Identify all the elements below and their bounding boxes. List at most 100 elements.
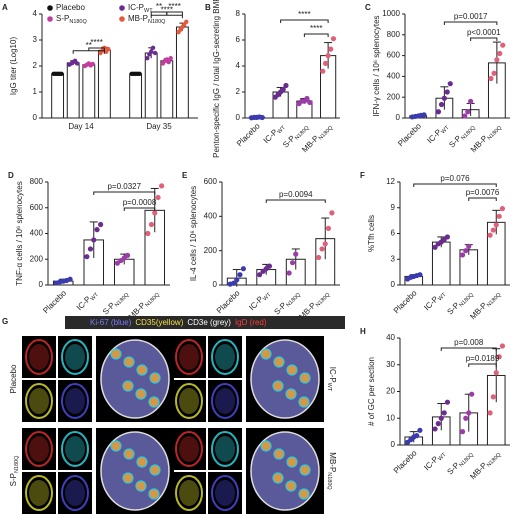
group-label: MB-PN180Q: [326, 452, 337, 490]
x-tick-label-main: Placebo: [392, 448, 419, 475]
germinal-center: [286, 364, 298, 376]
data-point: [322, 241, 328, 247]
x-tick-label-main: Placebo: [396, 121, 423, 148]
y-tick-label: 4: [33, 9, 38, 18]
y-axis-label: IL-4 cells / 10⁶ splenocytes: [189, 186, 198, 281]
tissue: [211, 339, 239, 375]
legend-label: Placebo: [56, 3, 85, 12]
bar: [144, 52, 158, 119]
group-label-sub: WT: [326, 383, 332, 392]
tissue-fill: [29, 436, 49, 462]
image-tile: [22, 336, 56, 378]
data-point: [463, 248, 469, 254]
x-tick-label-sub: N180Q: [486, 292, 503, 309]
legend-label-sub: N180Q: [69, 19, 87, 25]
legend-marker: [47, 16, 53, 22]
group-label-main: IC-P: [328, 367, 337, 383]
image-tile: [208, 428, 242, 470]
data-point: [497, 50, 503, 57]
sig-label: ****: [168, 2, 180, 11]
image-tile: [58, 472, 92, 514]
data-point: [90, 61, 95, 67]
y-tick-label: 10: [386, 413, 395, 422]
sig-label: ****: [298, 10, 310, 19]
panel-letter: D: [8, 171, 14, 180]
legend-marker: [119, 16, 125, 22]
germinal-center: [272, 472, 284, 484]
tissue: [61, 475, 89, 511]
data-point: [468, 98, 474, 104]
tissue: [175, 383, 203, 419]
data-point: [447, 81, 453, 87]
sig-bracket: [468, 363, 497, 367]
x-tick-label: Day 14: [68, 122, 94, 131]
panel-letter: G: [2, 317, 8, 326]
data-point: [155, 194, 161, 201]
data-point: [74, 61, 80, 66]
data-point: [266, 263, 273, 269]
data-point: [257, 272, 263, 278]
tissue: [211, 383, 239, 419]
y-axis-label: IFN-γ cells / 10⁶ splenocytes: [372, 15, 381, 116]
data-point: [441, 410, 447, 416]
bar: [129, 73, 143, 119]
group-label-main: S-P: [9, 473, 18, 486]
x-tick-label: Placebo: [215, 288, 242, 315]
data-point: [148, 221, 155, 228]
data-point: [320, 68, 326, 74]
legend-label-sub: N180Q: [148, 19, 166, 25]
sig-bracket: [440, 347, 497, 351]
tissue-fill: [29, 388, 49, 414]
data-point: [240, 266, 246, 272]
data-point: [441, 95, 447, 101]
sig-bracket: [265, 199, 326, 203]
y-tick-label: 12: [386, 177, 395, 186]
data-point: [289, 260, 296, 266]
data-point: [493, 222, 499, 228]
image-tile: [208, 380, 242, 422]
x-tick-label: IC-PWT: [422, 448, 448, 474]
y-tick-label: 400: [30, 229, 44, 238]
data-point: [438, 415, 444, 421]
germinal-center: [110, 348, 122, 360]
data-point: [145, 56, 150, 61]
y-tick-label: 3: [391, 254, 396, 263]
sig-bracket: [443, 21, 498, 25]
y-tick-label: 1000: [382, 9, 400, 18]
x-tick-label: IC-PWT: [75, 288, 101, 314]
germinal-center: [298, 396, 310, 408]
y-tick-label: 400: [387, 72, 401, 81]
data-point: [280, 86, 286, 92]
tissue: [175, 431, 203, 467]
y-tick-label: 0: [236, 113, 241, 122]
y-tick-label: 0: [213, 280, 218, 289]
y-tick-label: 6: [236, 35, 241, 44]
data-point: [421, 112, 427, 118]
legend-label: IC-PWT: [128, 3, 153, 14]
stain-bar: [65, 316, 345, 329]
tissue-fill: [29, 480, 49, 506]
tissue: [175, 339, 203, 375]
x-tick-label-sub: WT: [438, 452, 449, 463]
image-tile: [172, 380, 206, 422]
tissue-fill: [215, 480, 235, 506]
image-tile: [58, 336, 92, 378]
data-point: [149, 49, 154, 54]
stain-label: Ki-67 (blue): [90, 318, 132, 327]
panel-letter: F: [360, 171, 365, 180]
data-point: [496, 354, 502, 360]
data-point: [168, 56, 173, 61]
data-point: [145, 230, 151, 237]
data-point: [67, 276, 73, 282]
y-tick-label: 1: [33, 87, 38, 96]
tissue-fill: [29, 344, 49, 370]
data-point: [307, 99, 313, 105]
sig-label: p=0.076: [440, 174, 470, 183]
germinal-center: [123, 356, 135, 368]
y-tick-label: 9: [391, 203, 396, 212]
data-point: [259, 114, 265, 121]
data-point: [283, 82, 289, 89]
sig-bracket: [123, 207, 156, 211]
image-tile: [22, 472, 56, 514]
data-point: [466, 243, 472, 249]
